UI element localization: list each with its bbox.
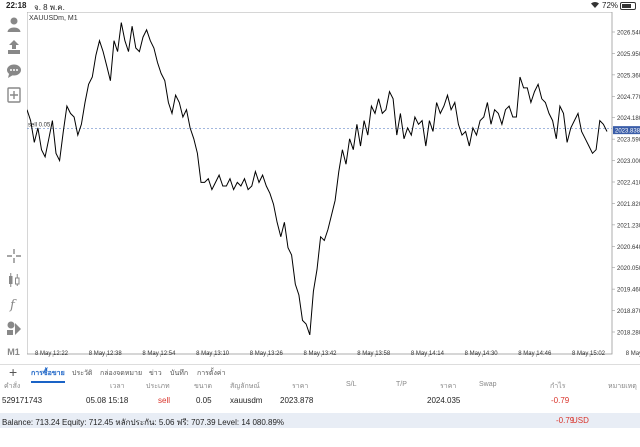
tab-settings[interactable]: การตั้งค่า xyxy=(197,370,226,377)
time-tick-label: 8 May 13:42 xyxy=(304,351,338,357)
time-tick-label: 8 May 14:46 xyxy=(518,351,552,357)
price-tick-label: 2019.460 xyxy=(617,288,640,294)
chat-icon[interactable] xyxy=(5,62,22,79)
price-tick-label: 2021.820 xyxy=(617,202,640,208)
current-price-marker xyxy=(613,126,640,135)
col-symbol: สัญลักษณ์ xyxy=(230,383,260,390)
price-tick-label: 2024.180 xyxy=(617,116,640,122)
time-tick-label: 8 May 13:10 xyxy=(196,351,230,357)
order-time: 05.08 15:18 xyxy=(86,396,129,405)
price-tick-label: 2024.770 xyxy=(617,95,640,101)
account-summary: Balance: 713.24 Equity: 712.45 หลักประกั… xyxy=(2,418,285,427)
clock: 22:18 xyxy=(6,1,27,10)
time-tick-label: 8 May 13:58 xyxy=(357,351,391,357)
col-order: คำสั่ง xyxy=(4,383,21,390)
order-profit: -0.79 xyxy=(551,396,570,405)
price-chart[interactable]: sell 0.05 2026.540 2025.950 2025.360 2024.7… xyxy=(27,12,640,363)
time-tick-label: 8 May 12:22 xyxy=(35,351,69,357)
tab-mailbox[interactable]: กล่องจดหมาย xyxy=(100,370,143,377)
terminal-tabs: + การซื้อขาย ประวัติ กล่องจดหมาย ข่าว บั… xyxy=(0,364,640,383)
timeframe-button[interactable]: M1 xyxy=(7,346,20,357)
function-icon[interactable]: f xyxy=(5,295,22,312)
price-tick-label: 2023.590 xyxy=(617,138,640,144)
price-tick-label: 2023.000 xyxy=(617,159,640,165)
svg-text:f: f xyxy=(9,298,17,312)
time-tick-label: 8 May 14:30 xyxy=(465,351,499,357)
person-icon[interactable] xyxy=(5,15,22,32)
chart-canvas[interactable]: sell 0.05 2026.540 2025.950 2025.360 2024.7… xyxy=(27,12,640,363)
time-tick-label: 8 May 15:18 xyxy=(626,351,640,357)
price-tick-label: 2020.050 xyxy=(617,266,640,272)
col-current-price: ราคา xyxy=(440,383,457,390)
table-row[interactable]: 529171743 05.08 15:18 sell 0.05 xauusdm … xyxy=(0,396,640,412)
candles-icon[interactable] xyxy=(5,271,22,288)
wifi-icon xyxy=(590,0,600,11)
time-tick-label: 8 May 12:38 xyxy=(89,351,123,357)
col-price: ราคา xyxy=(292,383,309,390)
tab-journal[interactable]: บันทึก xyxy=(170,370,189,377)
col-tp: T/P xyxy=(396,381,407,388)
date: จ. 8 พ.ค. xyxy=(34,3,65,12)
order-type: sell xyxy=(158,396,171,405)
col-profit: กำไร xyxy=(550,383,566,390)
price-tick-label: 2025.950 xyxy=(617,52,640,58)
order-id: 529171743 xyxy=(2,396,43,405)
tab-news[interactable]: ข่าว xyxy=(149,370,162,377)
time-tick-label: 8 May 15:02 xyxy=(572,351,606,357)
currency-label: USD xyxy=(572,416,589,425)
price-tick-label: 2018.870 xyxy=(617,309,640,315)
battery-percent: 72% xyxy=(602,1,619,10)
balance-bar: Balance: 713.24 Equity: 712.45 หลักประกั… xyxy=(0,413,640,428)
symbol-label: XAUUSDm, M1 xyxy=(29,15,78,22)
objects-icon[interactable] xyxy=(5,319,22,336)
order-line-label: sell 0.05 xyxy=(28,123,51,129)
battery-icon xyxy=(620,2,636,10)
price-tick-label: 2026.540 xyxy=(617,31,640,37)
price-tick-label: 2021.230 xyxy=(617,223,640,229)
total-profit: -0.79 xyxy=(556,416,575,425)
trade-icon[interactable] xyxy=(5,38,22,55)
col-volume: ขนาด xyxy=(194,383,213,390)
time-tick-label: 8 May 12:54 xyxy=(142,351,176,357)
add-icon[interactable]: + xyxy=(9,364,18,380)
price-tick-label: 2022.410 xyxy=(617,181,640,187)
order-symbol: xauusdm xyxy=(230,396,263,405)
price-tick-label: 2020.640 xyxy=(617,245,640,251)
crosshair-icon[interactable] xyxy=(5,247,22,264)
time-tick-label: 8 May 13:26 xyxy=(250,351,284,357)
col-swap: Swap xyxy=(479,381,497,388)
col-sl: S/L xyxy=(346,381,357,388)
left-toolbar: f M1 xyxy=(0,12,27,361)
price-tick-label: 2018.280 xyxy=(617,331,640,337)
time-tick-label: 8 May 14:14 xyxy=(411,351,445,357)
current-price-label: 2023.838 xyxy=(615,128,640,134)
tab-history[interactable]: ประวัติ xyxy=(72,370,93,377)
col-time: เวลา xyxy=(110,383,125,390)
price-line xyxy=(27,22,608,336)
col-type: ประเภท xyxy=(146,383,170,390)
tab-trade[interactable]: การซื้อขาย xyxy=(31,370,65,383)
order-price: 2023.878 xyxy=(280,396,314,405)
add-chart-icon[interactable] xyxy=(5,86,22,103)
order-volume: 0.05 xyxy=(196,396,212,405)
col-comment: หมายเหตุ xyxy=(608,383,637,390)
price-tick-label: 2025.360 xyxy=(617,73,640,79)
order-current-price: 2024.035 xyxy=(427,396,461,405)
orders-table-header: คำสั่ง เวลา ประเภท ขนาด สัญลักษณ์ ราคา S… xyxy=(0,381,640,395)
status-bar: 22:18 จ. 8 พ.ค. 72% xyxy=(0,0,640,12)
